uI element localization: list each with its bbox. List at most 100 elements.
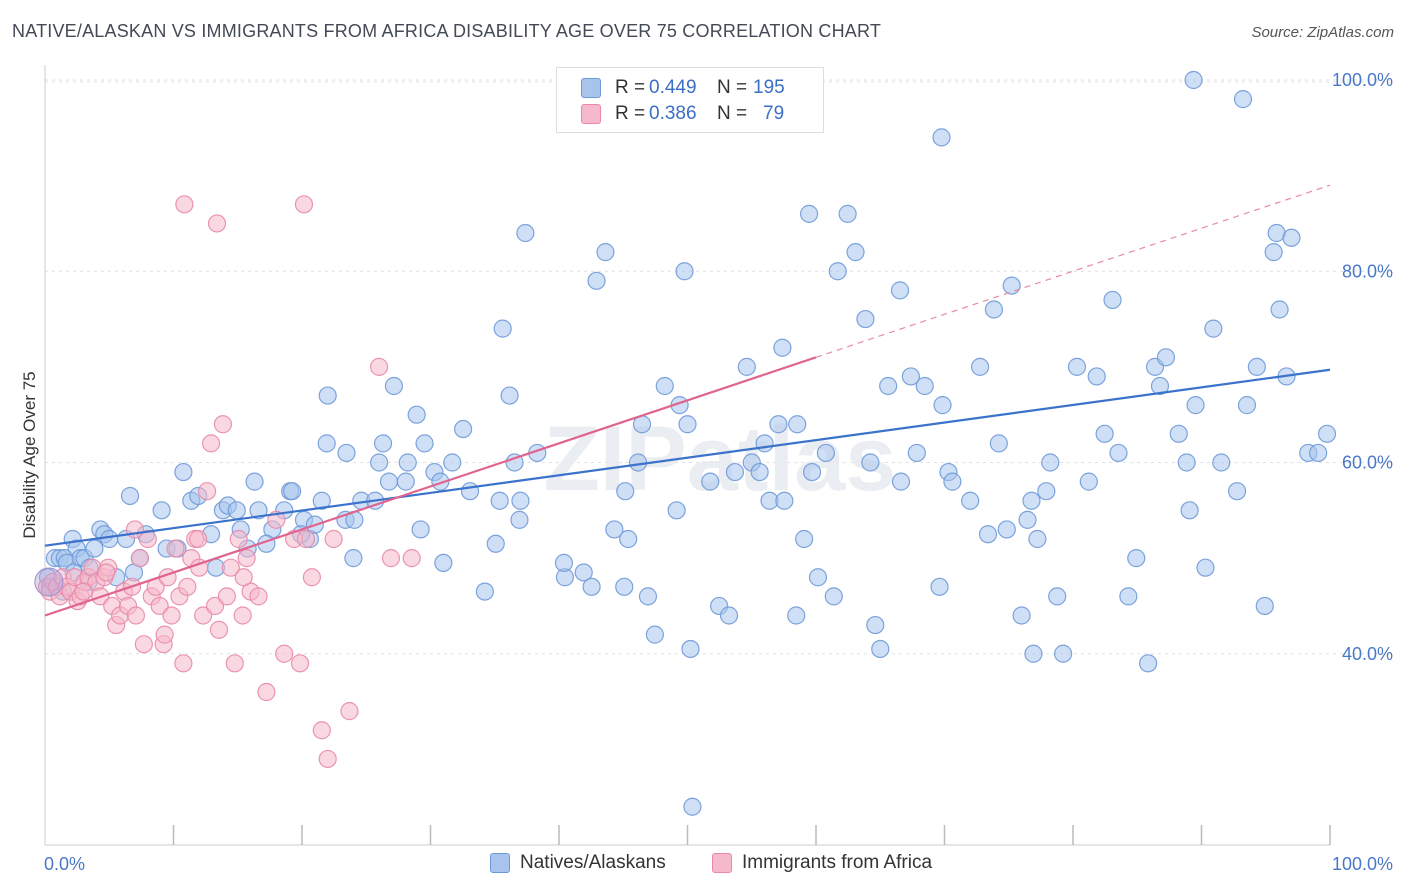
legend-item-natives[interactable]: Natives/Alaskans bbox=[490, 852, 666, 874]
point-natives bbox=[1237, 396, 1257, 415]
point-natives bbox=[596, 243, 615, 262]
r-label: R = bbox=[615, 77, 646, 98]
point-natives bbox=[460, 482, 480, 501]
point-natives bbox=[907, 443, 926, 463]
point-africa bbox=[74, 582, 93, 601]
point-natives bbox=[638, 587, 658, 606]
point-africa bbox=[290, 654, 310, 673]
point-natives bbox=[915, 376, 934, 396]
point-natives bbox=[249, 501, 268, 520]
point-natives bbox=[1018, 510, 1037, 529]
point-natives bbox=[675, 262, 694, 281]
point-natives bbox=[890, 281, 910, 300]
point-natives bbox=[943, 472, 962, 491]
point-africa bbox=[257, 682, 276, 702]
point-natives bbox=[824, 587, 843, 606]
point-africa bbox=[213, 415, 233, 434]
point-natives bbox=[737, 357, 756, 376]
y-tick-label: 40.0% bbox=[1342, 644, 1393, 664]
point-natives bbox=[1247, 357, 1266, 376]
point-natives bbox=[701, 472, 720, 491]
point-natives bbox=[655, 376, 674, 396]
point-natives bbox=[1127, 549, 1146, 568]
point-natives bbox=[434, 553, 453, 573]
trend-line-africa bbox=[44, 356, 817, 617]
watermark: ZIPatlas bbox=[544, 408, 897, 510]
point-africa bbox=[312, 721, 331, 740]
point-natives bbox=[846, 243, 865, 262]
point-natives bbox=[486, 534, 505, 553]
point-natives bbox=[725, 462, 745, 482]
point-natives bbox=[1079, 472, 1098, 491]
point-natives bbox=[516, 223, 535, 243]
point-africa bbox=[174, 654, 193, 673]
point-natives bbox=[816, 443, 835, 463]
point-natives bbox=[582, 577, 601, 596]
source-credit: Source: ZipAtlas.com bbox=[1251, 24, 1394, 41]
point-natives bbox=[932, 128, 951, 147]
point-natives bbox=[1212, 453, 1231, 472]
point-natives bbox=[379, 472, 399, 491]
x-tick-label-max: 100.0% bbox=[1332, 854, 1393, 874]
point-natives bbox=[407, 405, 426, 424]
point-natives bbox=[500, 386, 519, 405]
point-natives bbox=[1317, 424, 1337, 443]
legend-swatch-africa bbox=[712, 853, 732, 873]
n-label: N = bbox=[717, 77, 748, 98]
legend-label-africa: Immigrants from Africa bbox=[742, 852, 933, 873]
point-natives bbox=[1177, 453, 1196, 472]
point-natives bbox=[475, 582, 494, 601]
legend-swatch-natives bbox=[581, 78, 601, 98]
point-natives bbox=[152, 501, 171, 520]
point-natives bbox=[1109, 443, 1128, 463]
point-natives bbox=[1037, 482, 1056, 501]
tick-labels: 40.0% 60.0% 80.0% 100.0% 0.0% 100.0% bbox=[44, 70, 1393, 874]
point-natives bbox=[411, 520, 430, 539]
point-africa bbox=[402, 549, 421, 568]
point-natives bbox=[1270, 300, 1289, 319]
point-africa bbox=[229, 529, 248, 549]
point-natives bbox=[344, 549, 363, 568]
correlation-legend: R = 0.449 N = 195 R = 0.386 N = 79 bbox=[556, 67, 824, 133]
point-natives bbox=[755, 434, 774, 453]
point-africa bbox=[294, 195, 314, 214]
point-natives bbox=[283, 482, 302, 501]
r-value: 0.386 bbox=[649, 103, 697, 124]
point-natives bbox=[787, 606, 806, 625]
point-natives bbox=[1002, 276, 1021, 295]
point-natives bbox=[317, 434, 336, 453]
legend-swatch-natives bbox=[490, 853, 510, 873]
point-africa bbox=[194, 606, 213, 625]
point-natives bbox=[984, 300, 1004, 319]
gridlines bbox=[45, 79, 1395, 655]
point-natives bbox=[1309, 443, 1328, 463]
point-natives bbox=[1024, 644, 1043, 663]
legend-row-natives: R = 0.449 N = 195 bbox=[581, 76, 785, 100]
point-natives bbox=[719, 606, 739, 625]
point-natives bbox=[645, 625, 664, 644]
point-natives bbox=[1054, 644, 1073, 663]
point-africa bbox=[198, 482, 217, 501]
point-natives bbox=[933, 396, 952, 415]
point-cluster bbox=[34, 567, 64, 597]
point-natives bbox=[1186, 396, 1205, 415]
point-natives bbox=[1022, 491, 1041, 510]
trend-lines bbox=[44, 184, 1331, 617]
point-africa bbox=[207, 214, 227, 233]
point-africa bbox=[217, 587, 236, 606]
point-natives bbox=[373, 434, 393, 453]
point-africa bbox=[97, 563, 116, 582]
point-africa bbox=[381, 549, 401, 568]
legend-item-africa[interactable]: Immigrants from Africa bbox=[712, 852, 932, 874]
point-natives bbox=[85, 539, 104, 558]
point-natives bbox=[775, 491, 794, 510]
point-natives bbox=[788, 415, 807, 434]
point-natives bbox=[970, 357, 990, 376]
point-natives bbox=[1282, 228, 1301, 247]
point-natives bbox=[574, 563, 593, 582]
y-tick-label: 80.0% bbox=[1342, 261, 1393, 281]
point-natives bbox=[396, 472, 415, 491]
legend-swatch-africa bbox=[581, 104, 601, 124]
trend-extension-africa bbox=[815, 184, 1331, 358]
